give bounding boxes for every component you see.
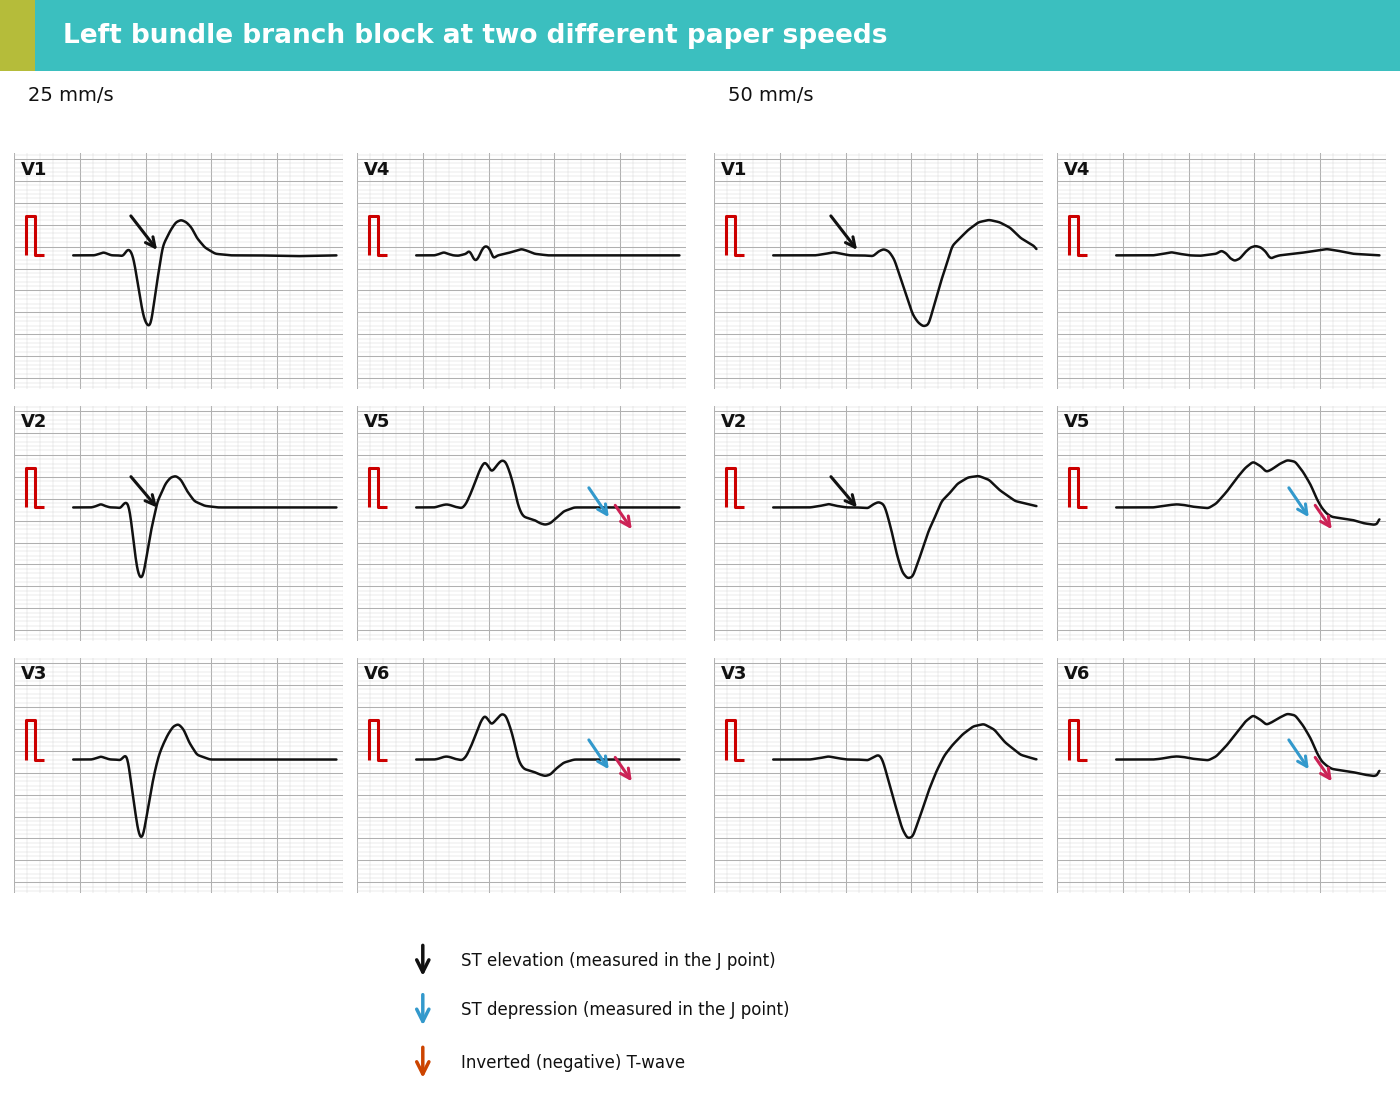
Text: V3: V3	[21, 665, 48, 683]
Text: V5: V5	[1064, 413, 1091, 431]
Text: V1: V1	[21, 161, 48, 179]
Text: V3: V3	[721, 665, 748, 683]
Text: V2: V2	[21, 413, 48, 431]
Text: Left bundle branch block at two different paper speeds: Left bundle branch block at two differen…	[63, 23, 888, 48]
Text: V1: V1	[721, 161, 748, 179]
Text: V6: V6	[364, 665, 391, 683]
Bar	[0, 0, 45, 71]
Text: V4: V4	[1064, 161, 1091, 179]
Text: ST elevation (measured in the J point): ST elevation (measured in the J point)	[462, 951, 776, 970]
Text: V4: V4	[364, 161, 391, 179]
Text: 25 mm/s: 25 mm/s	[28, 85, 113, 105]
Text: V2: V2	[721, 413, 748, 431]
Text: V6: V6	[1064, 665, 1091, 683]
Text: V5: V5	[364, 413, 391, 431]
Text: Inverted (negative) T-wave: Inverted (negative) T-wave	[462, 1053, 686, 1072]
Text: ST depression (measured in the J point): ST depression (measured in the J point)	[462, 1001, 790, 1019]
Text: 50 mm/s: 50 mm/s	[728, 85, 813, 105]
